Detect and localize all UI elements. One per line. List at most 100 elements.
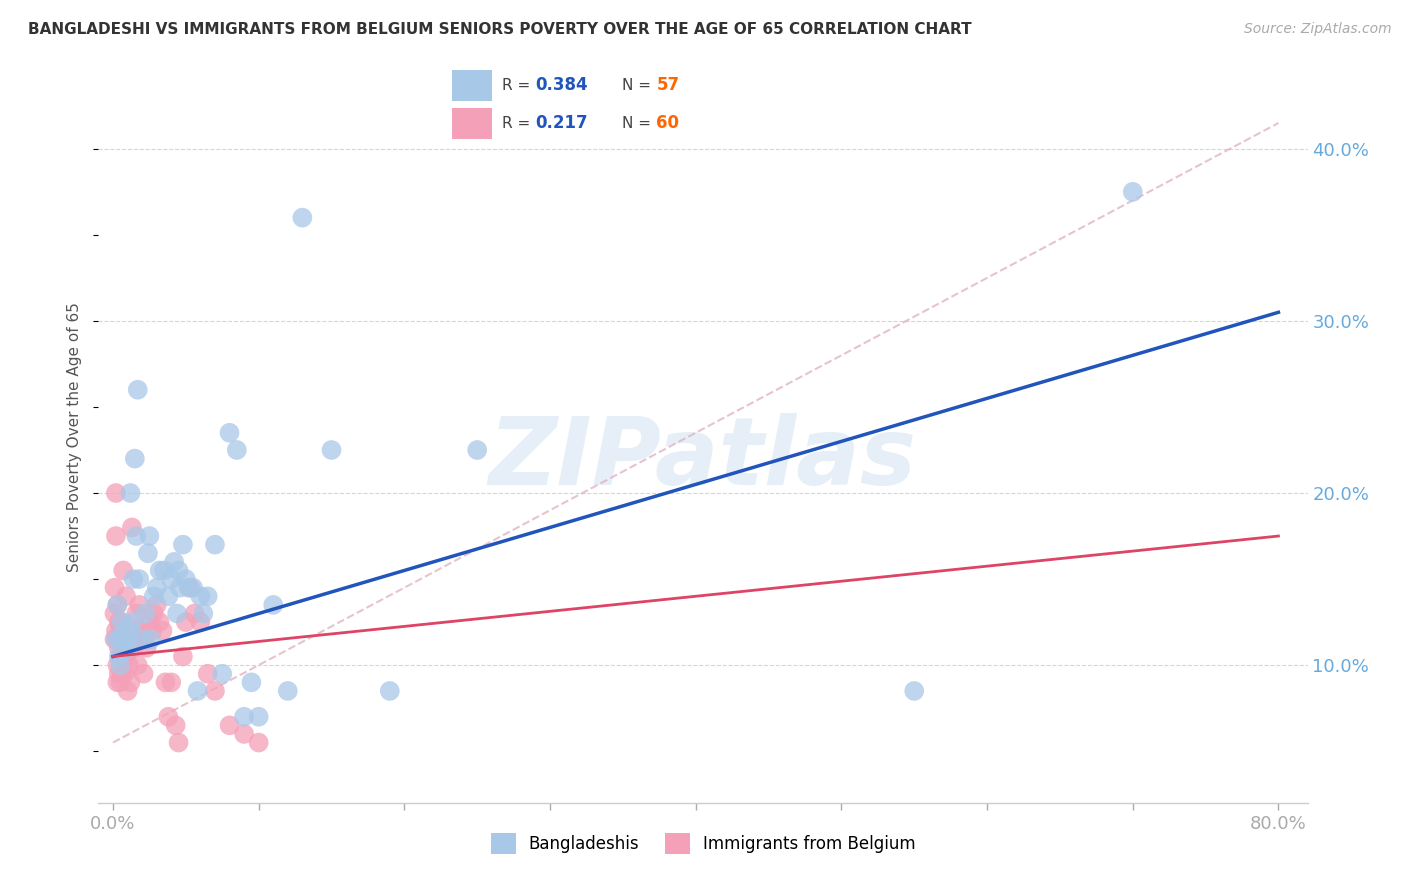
Point [121, 520, 143, 534]
Point [105, 598, 128, 612]
Point [117, 624, 139, 638]
Point [167, 735, 190, 749]
Point [112, 649, 135, 664]
Y-axis label: Seniors Poverty Over the Age of 65: Seniors Poverty Over the Age of 65 [67, 302, 83, 572]
Point [110, 649, 132, 664]
Point [129, 632, 152, 647]
Point [134, 607, 156, 621]
Point [117, 684, 139, 698]
Point [110, 675, 132, 690]
Point [218, 425, 240, 440]
Point [105, 632, 128, 647]
Point [172, 649, 194, 664]
Point [128, 598, 150, 612]
Point [115, 589, 138, 603]
Point [111, 615, 134, 629]
Text: N =: N = [623, 116, 657, 131]
Point [218, 718, 240, 732]
Point [103, 581, 125, 595]
Point [163, 555, 186, 569]
Point [125, 607, 148, 621]
Point [114, 624, 136, 638]
Point [131, 624, 153, 638]
Point [120, 486, 142, 500]
Point [197, 589, 219, 603]
Point [204, 684, 226, 698]
Point [321, 442, 343, 457]
Point [197, 666, 219, 681]
Point [124, 624, 146, 638]
Point [211, 666, 233, 681]
Point [127, 658, 149, 673]
Point [157, 710, 180, 724]
Point [105, 598, 128, 612]
Text: R =: R = [502, 78, 534, 93]
Point [111, 615, 134, 629]
Point [190, 615, 212, 629]
Point [186, 684, 208, 698]
Point [166, 607, 188, 621]
Point [138, 529, 160, 543]
Point [108, 615, 131, 629]
Point [110, 658, 132, 673]
Point [118, 632, 141, 647]
Text: 60: 60 [657, 114, 679, 132]
Point [108, 649, 131, 664]
Point [172, 538, 194, 552]
Point [169, 581, 191, 595]
Point [240, 675, 263, 690]
Text: Source: ZipAtlas.com: Source: ZipAtlas.com [1244, 22, 1392, 37]
Point [142, 607, 165, 621]
Point [121, 615, 143, 629]
Point [114, 632, 136, 647]
Point [160, 572, 183, 586]
Point [165, 718, 187, 732]
Point [104, 529, 127, 543]
Point [141, 624, 163, 638]
Point [122, 640, 145, 655]
Point [103, 607, 125, 621]
Point [157, 589, 180, 603]
Point [105, 658, 128, 673]
Point [142, 589, 165, 603]
Point [117, 640, 139, 655]
Legend: Bangladeshis, Immigrants from Belgium: Bangladeshis, Immigrants from Belgium [484, 827, 922, 860]
Point [167, 564, 190, 578]
Point [149, 615, 172, 629]
Point [114, 666, 136, 681]
Point [127, 383, 149, 397]
Point [174, 572, 197, 586]
Point [128, 572, 150, 586]
Point [145, 598, 167, 612]
Point [174, 615, 197, 629]
Point [262, 598, 284, 612]
Point [104, 632, 127, 647]
Point [378, 684, 401, 698]
Point [903, 684, 925, 698]
Point [122, 572, 145, 586]
Point [177, 581, 200, 595]
Point [277, 684, 299, 698]
Point [193, 607, 215, 621]
Point [190, 589, 212, 603]
Text: 0.217: 0.217 [536, 114, 588, 132]
Point [131, 632, 153, 647]
Point [291, 211, 314, 225]
Point [465, 442, 488, 457]
Point [160, 675, 183, 690]
Point [153, 564, 176, 578]
Point [103, 632, 125, 647]
Point [115, 632, 138, 647]
Point [104, 486, 127, 500]
Point [233, 710, 256, 724]
Point [247, 735, 270, 749]
Point [225, 442, 247, 457]
Point [108, 666, 131, 681]
Point [120, 675, 142, 690]
Point [152, 624, 174, 638]
Point [118, 658, 141, 673]
Point [138, 615, 160, 629]
Point [247, 710, 270, 724]
Point [112, 564, 135, 578]
Point [110, 624, 132, 638]
